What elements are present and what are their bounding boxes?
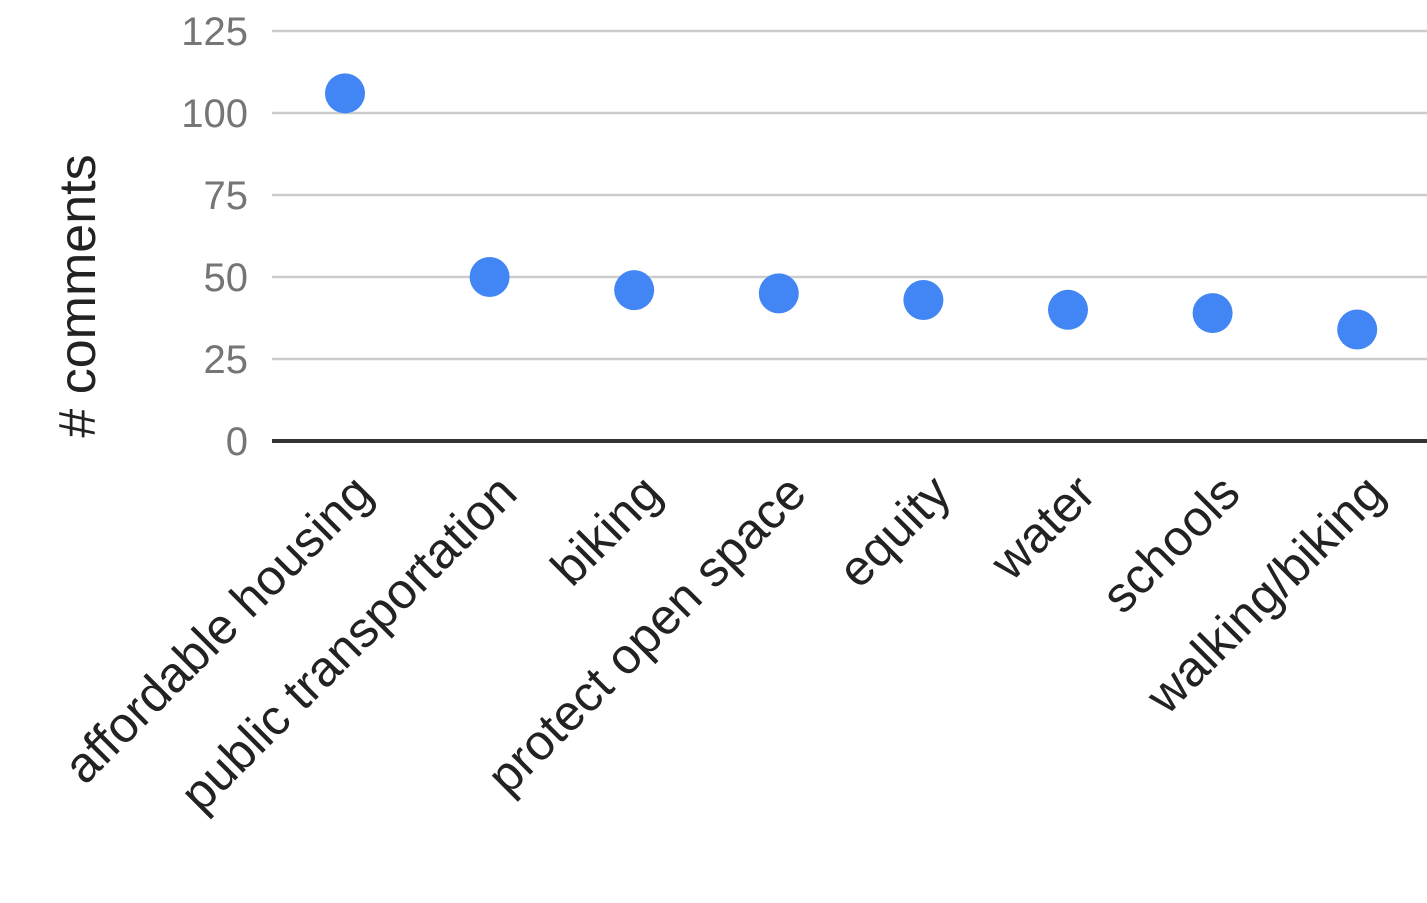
- x-category-label: water: [979, 464, 1106, 591]
- y-axis-tick-labels: 0 25 50 75 100 125: [181, 10, 248, 464]
- data-point: [1337, 309, 1377, 349]
- data-point: [470, 257, 510, 297]
- x-category-label: biking: [540, 464, 672, 596]
- y-tick-label: 100: [181, 92, 248, 136]
- y-tick-label: 50: [204, 256, 249, 300]
- data-point: [325, 73, 365, 113]
- data-point: [759, 273, 799, 313]
- y-tick-label: 25: [204, 338, 249, 382]
- data-point: [903, 280, 943, 320]
- data-point: [614, 270, 654, 310]
- data-point: [1193, 293, 1233, 333]
- y-tick-label: 0: [226, 420, 248, 464]
- data-point: [1048, 290, 1088, 330]
- y-axis-title: # comments: [49, 154, 107, 437]
- gridlines: [272, 31, 1427, 441]
- data-points: [325, 73, 1377, 349]
- x-category-label: equity: [827, 464, 961, 598]
- y-tick-label: 75: [204, 174, 249, 218]
- y-tick-label: 125: [181, 10, 248, 54]
